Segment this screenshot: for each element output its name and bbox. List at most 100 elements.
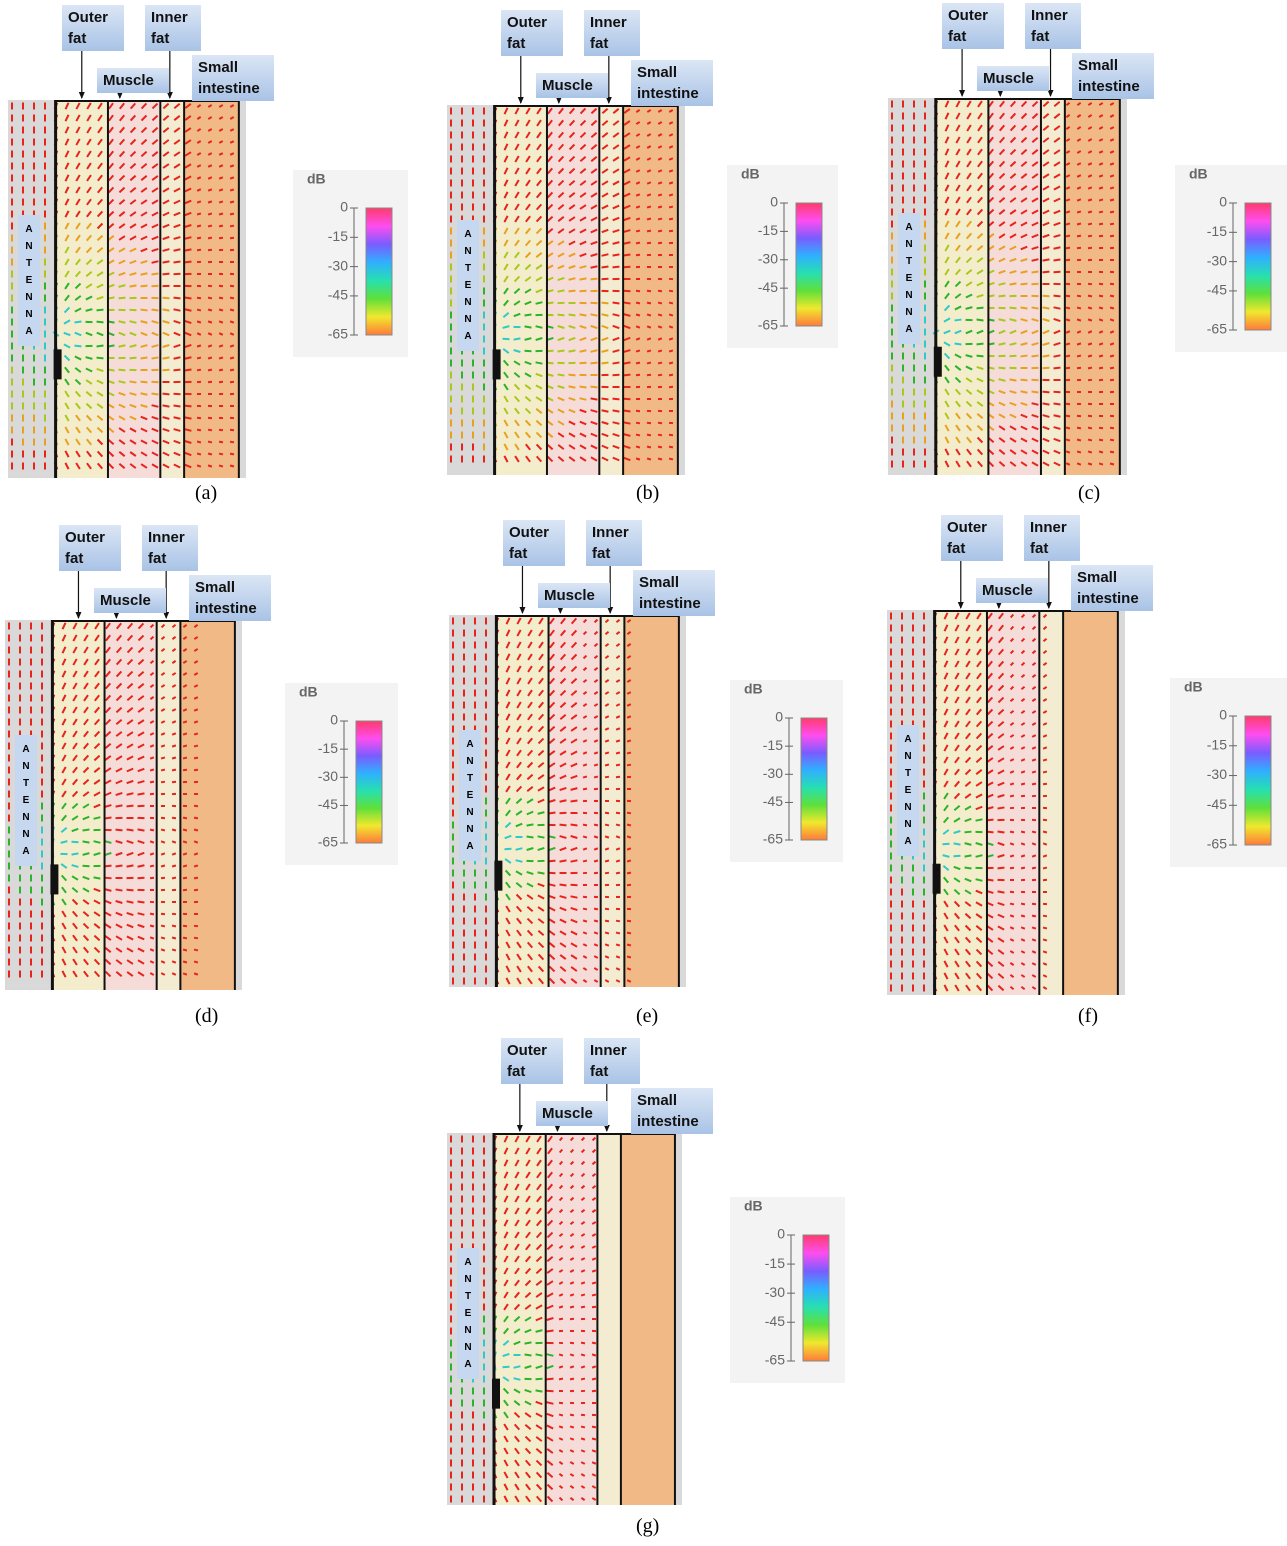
field-arrow <box>583 764 587 765</box>
field-arrow <box>208 201 212 202</box>
scale-tick-label: -15 <box>763 737 783 753</box>
field-arrow <box>558 374 565 375</box>
field-arrow <box>514 338 521 339</box>
field-arrow <box>1066 296 1070 297</box>
field-arrow <box>636 206 640 207</box>
field-arrow <box>183 770 187 771</box>
field-arrow <box>636 350 640 351</box>
field-arrow <box>197 453 201 454</box>
field-arrow <box>72 853 79 854</box>
field-arrow <box>150 914 154 915</box>
scale-tick-label: -65 <box>758 317 778 333</box>
scale-tick-label: -15 <box>765 1255 785 1271</box>
field-arrow <box>1032 771 1036 772</box>
field-view <box>888 98 1127 475</box>
field-arrow <box>1110 224 1114 225</box>
field-arrow <box>647 435 651 436</box>
field-arrow <box>185 249 192 250</box>
field-arrow <box>616 752 620 753</box>
antenna-body <box>494 861 502 891</box>
field-arrow <box>647 206 651 207</box>
field-arrow <box>570 1294 574 1295</box>
field-arrow <box>105 866 112 867</box>
field-arrow <box>594 932 598 933</box>
field-arrow <box>1088 368 1092 369</box>
field-arrow <box>138 793 145 794</box>
field-arrow <box>185 417 192 418</box>
tissue-layer <box>1041 98 1065 475</box>
field-arrow <box>1010 855 1014 856</box>
field-arrow <box>669 375 673 376</box>
field-arrow <box>1088 224 1092 225</box>
field-arrow <box>627 968 631 969</box>
field-arrow <box>1077 343 1081 344</box>
field-arrow <box>583 909 587 910</box>
scale-tick-label: -65 <box>765 1352 785 1368</box>
tissue-label: Small intestine <box>631 60 713 106</box>
field-arrow <box>1032 916 1036 917</box>
field-arrow <box>141 393 148 394</box>
field-arrow <box>583 920 587 921</box>
field-arrow <box>594 752 598 753</box>
field-arrow <box>127 890 134 891</box>
field-arrow <box>592 1438 596 1439</box>
field-arrow <box>538 872 545 873</box>
field-arrow <box>605 921 609 922</box>
field-arrow <box>1099 452 1103 453</box>
antenna-body <box>933 864 941 894</box>
field-arrow <box>194 938 198 939</box>
tissue-layer <box>1065 98 1120 475</box>
field-arrow <box>138 901 145 902</box>
field-arrow <box>571 885 578 886</box>
antenna-body <box>934 347 942 377</box>
field-arrow <box>570 1366 574 1367</box>
field-arrow <box>594 873 598 874</box>
field-arrow <box>230 357 234 358</box>
field-arrow <box>1077 356 1081 357</box>
tissue-layer <box>621 1133 675 1505</box>
field-arrow <box>1066 308 1070 309</box>
field-arrow <box>1043 939 1047 940</box>
field-arrow <box>230 165 234 166</box>
scale-tick-label: -30 <box>328 257 348 273</box>
tissue-label: Small intestine <box>1072 53 1154 99</box>
color-scale: dB0-15-30-45-65 <box>1170 678 1287 867</box>
field-arrow <box>1066 319 1070 320</box>
field-arrow <box>230 202 234 203</box>
field-arrow <box>230 466 234 467</box>
field-arrow <box>194 829 198 830</box>
field-arrow <box>591 387 598 388</box>
field-arrow <box>1099 319 1103 320</box>
field-arrow <box>647 447 651 448</box>
field-arrow <box>976 819 983 820</box>
field-arrow <box>998 891 1005 892</box>
field-arrow <box>208 321 212 322</box>
antenna-label: ANTENNA <box>459 730 481 861</box>
field-arrow <box>172 853 176 854</box>
tissue-layer <box>624 615 679 987</box>
field-arrow <box>1077 451 1081 452</box>
field-arrow <box>150 757 154 758</box>
field-arrow <box>161 949 165 950</box>
field-arrow <box>669 447 673 448</box>
field-arrow <box>547 1330 554 1331</box>
field-arrow <box>161 770 165 771</box>
field-arrow <box>1043 747 1047 748</box>
field-arrow <box>152 357 159 358</box>
scale-tick-label: 0 <box>775 709 783 725</box>
field-arrow <box>1088 308 1092 309</box>
field-arrow <box>636 194 640 195</box>
field-arrow <box>954 843 961 844</box>
panel-caption: (a) <box>195 482 217 505</box>
scale-tick-label: -65 <box>1207 321 1227 337</box>
field-arrow <box>183 973 187 974</box>
tissue-label: Small intestine <box>631 1088 713 1134</box>
field-arrow <box>130 358 137 359</box>
field-arrow <box>163 394 170 395</box>
field-arrow <box>560 825 567 826</box>
field-arrow <box>194 853 198 854</box>
panel-caption: (e) <box>636 1005 658 1028</box>
field-arrow <box>174 357 181 358</box>
field-arrow <box>97 346 104 347</box>
field-arrow <box>658 303 662 304</box>
